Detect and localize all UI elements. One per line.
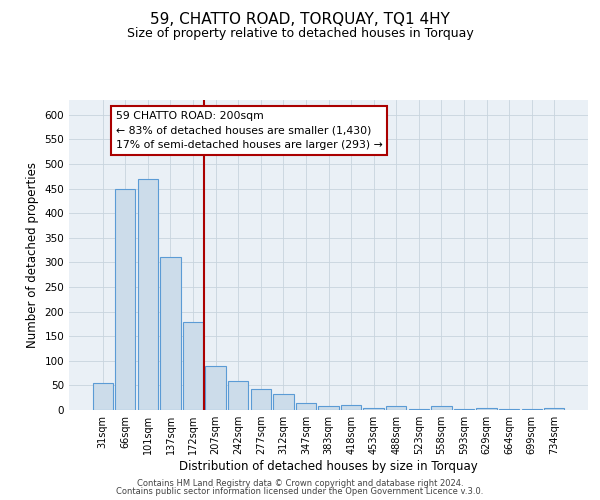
Bar [296, 402, 316, 410]
Bar [409, 408, 429, 410]
Text: Contains HM Land Registry data © Crown copyright and database right 2024.: Contains HM Land Registry data © Crown c… [137, 478, 463, 488]
Bar [183, 322, 203, 410]
X-axis label: Distribution of detached houses by size in Torquay: Distribution of detached houses by size … [179, 460, 478, 473]
Bar [138, 178, 158, 410]
Bar [92, 383, 113, 410]
Bar [364, 408, 384, 410]
Bar [273, 394, 293, 410]
Bar [115, 188, 136, 410]
Text: 59, CHATTO ROAD, TORQUAY, TQ1 4HY: 59, CHATTO ROAD, TORQUAY, TQ1 4HY [150, 12, 450, 28]
Bar [386, 406, 406, 410]
Bar [499, 408, 519, 410]
Bar [205, 366, 226, 410]
Text: Size of property relative to detached houses in Torquay: Size of property relative to detached ho… [127, 28, 473, 40]
Bar [544, 408, 565, 410]
Text: 59 CHATTO ROAD: 200sqm
← 83% of detached houses are smaller (1,430)
17% of semi-: 59 CHATTO ROAD: 200sqm ← 83% of detached… [116, 111, 382, 150]
Y-axis label: Number of detached properties: Number of detached properties [26, 162, 39, 348]
Bar [319, 406, 338, 410]
Bar [454, 409, 474, 410]
Bar [160, 258, 181, 410]
Bar [521, 409, 542, 410]
Bar [251, 390, 271, 410]
Bar [341, 405, 361, 410]
Bar [476, 408, 497, 410]
Bar [431, 406, 452, 410]
Text: Contains public sector information licensed under the Open Government Licence v.: Contains public sector information licen… [116, 487, 484, 496]
Bar [228, 382, 248, 410]
